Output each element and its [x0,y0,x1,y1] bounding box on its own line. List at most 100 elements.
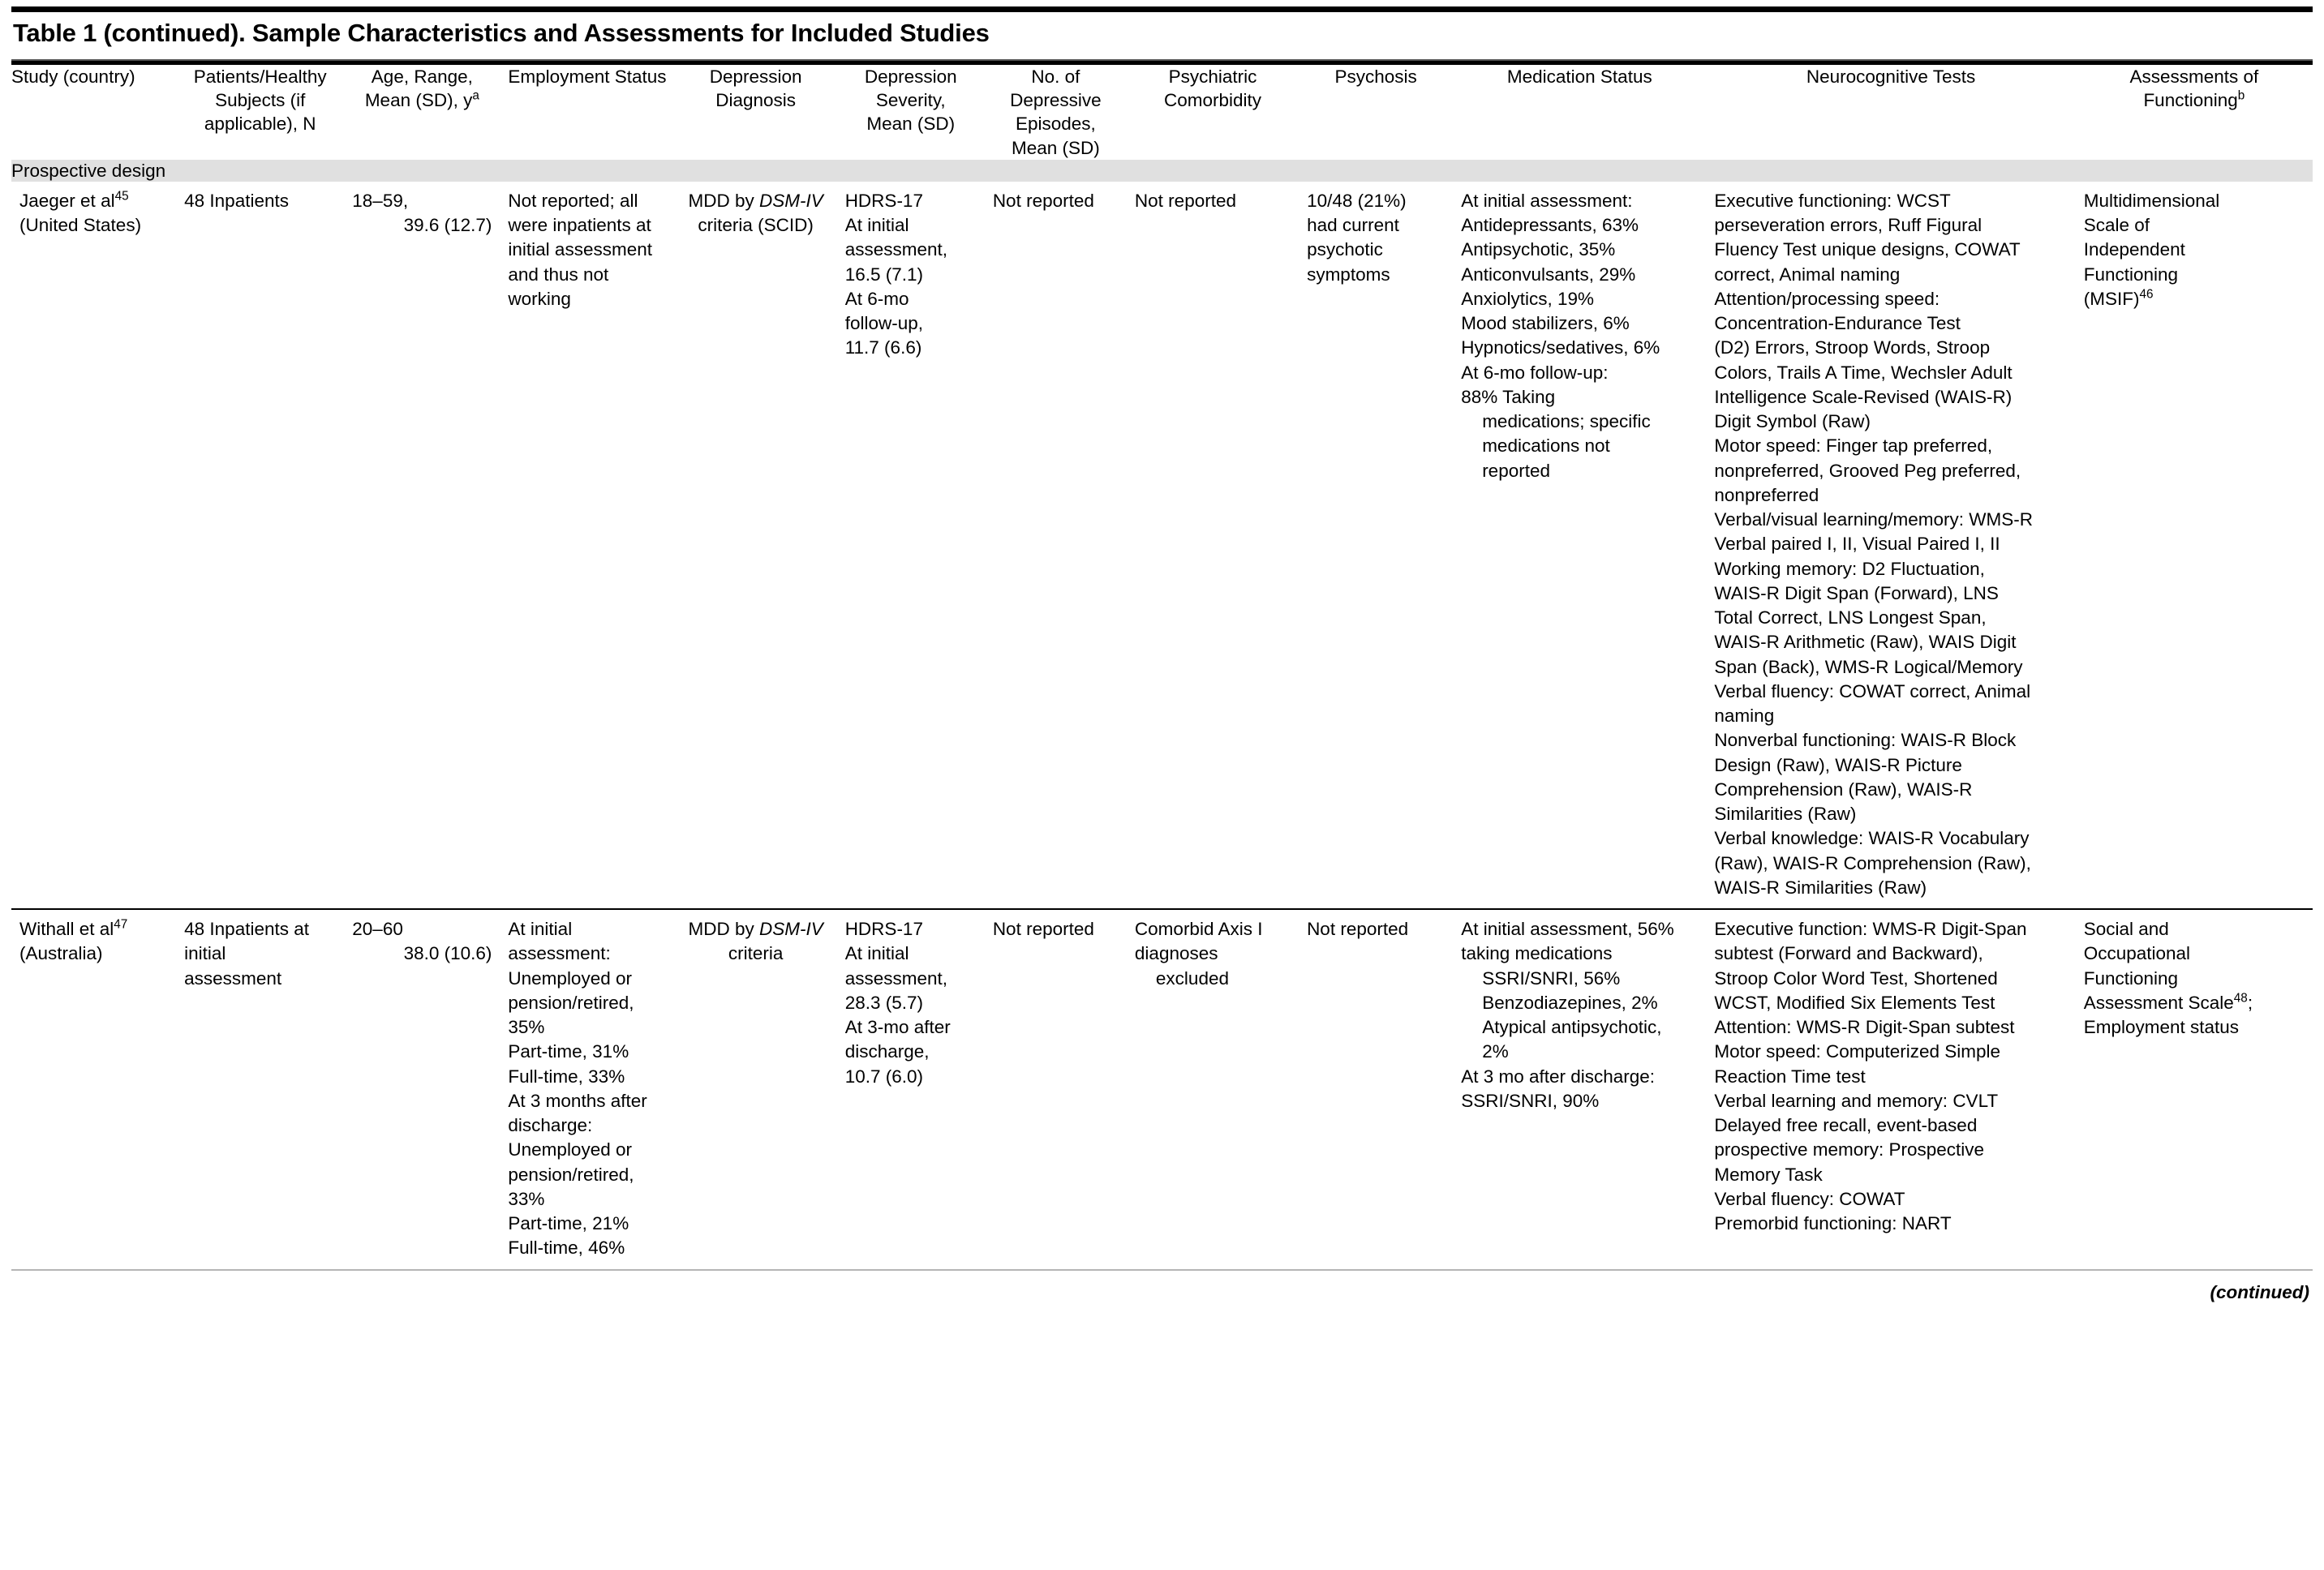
column-header-line: Depression [709,66,802,87]
cell-line: 88% Taking [1461,386,1556,407]
cell-line: Not reported [1307,919,1409,939]
cell-line: MDD by DSM-IV [688,919,823,939]
cell-line: were inpatients at [508,215,651,235]
cell-line: Not reported; all [508,190,638,211]
cell-line: 10.7 (6.0) [844,1066,923,1087]
cell-line: Independent [2083,239,2185,260]
cell-subjects: 48 Inpatients at initial assessment [176,909,344,1269]
column-header-line: Medication Status [1506,66,1652,87]
cell-line: 48 Inpatients at initial [184,919,310,964]
cell-content: Social and Occupational Functioning Assessm… [2084,917,2305,1040]
cell-line: Full-time, 46% [508,1238,625,1259]
column-header-line: Mean (SD) [866,114,956,135]
cell-content: Jaeger et al45 (United States) [19,189,168,238]
cell-line: Total Correct, LNS Longest Span, [1714,607,1987,628]
cell-line: Premorbid functioning: NART [1714,1213,1952,1233]
cell-line: Assessment Scale48; [2083,991,2253,1013]
cell-line: (Raw), WAIS-R Comprehension (Raw), [1714,852,2031,873]
cell-line: Delayed free recall, event-based [1714,1115,1978,1135]
cell-line: diagnoses excluded [1134,943,1229,989]
column-header-line: Mean (SD), ya [364,88,479,110]
cell-age: 18–59, 39.6 (12.7) [344,182,500,909]
cell-line: HDRS-17 [844,190,923,211]
cell-line: At 6-mo [844,288,909,309]
column-header-line: Psychiatric [1168,66,1257,87]
cell-line: assessment, [844,239,947,260]
cell-line: assessment [184,967,282,989]
cell-line: Scale of [2083,215,2150,235]
cell-line: At 3 mo after discharge: [1461,1066,1656,1087]
cell-line: criteria (SCID) [698,215,814,235]
reference-superscript: 48 [2233,991,2248,1006]
column-header-line: No. of [1031,66,1080,87]
cell-line: Anxiolytics, 19% [1461,288,1595,309]
cell-content: Executive function: WMS-R Digit-Span subt… [1714,917,2067,1236]
cell-line: Part-time, 31% [508,1041,629,1062]
cell-line: medications; specific [1482,411,1651,431]
cell-line: (MSIF)46 [2083,287,2154,309]
cell-functioning: Social and Occupational Functioning Assessm… [2076,909,2313,1269]
cell-line: At initial [844,943,909,964]
cell-line: pension/retired, [508,992,634,1013]
column-header-functioning: Assessments of Functioningb [2076,65,2313,160]
cell-functioning: Multidimensional Scale of Independent Funct… [2076,182,2313,909]
cell-line: Antidepressants, 63% [1461,215,1639,235]
cell-line: prospective memory: Prospective [1714,1139,1985,1160]
cell-line: working [508,288,571,309]
column-header-episodes: No. of Depressive Episodes, Mean (SD) [985,65,1127,160]
cell-line: Motor speed: Computerized Simple [1714,1041,2001,1062]
cell-line: Executive functioning: WCST [1714,190,1951,211]
column-header-line: Study (country) [11,66,135,87]
cell-comorbidity: Comorbid Axis I diagnoses excluded [1127,909,1299,1269]
cell-line: (Australia) [19,943,103,964]
cell-line: WCST, Modified Six Elements Test [1714,992,1995,1013]
cell-study: Jaeger et al45 (United States) [11,182,176,909]
cell-line: Part-time, 21% [508,1213,629,1233]
cell-content: MDD by DSM-IV criteria (SCID) [683,189,829,238]
cell-content: Not reported; all were inpatients at initi… [508,189,666,311]
column-header-line: Severity, [875,90,946,110]
cell-content: Multidimensional Scale of Independent Funct… [2084,189,2305,311]
cell-line: Attention: WMS-R Digit-Span subtest [1714,1017,2015,1037]
cell-line: (D2) Errors, Stroop Words, Stroop [1714,337,1991,358]
top-rule [11,6,2313,12]
cell-content: At initial assessment, 56% taking medicat… [1461,917,1698,1113]
cell-medication: At initial assessment, 56% taking medicat… [1453,909,1706,1269]
cell-line: naming [1714,706,1775,726]
column-header-line: Mean (SD) [1011,137,1100,158]
cell-line: Not reported [992,190,1094,211]
cell-diagnosis: MDD by DSM-IV criteria [675,909,837,1269]
section-band-row: Prospective design [11,159,2313,182]
cell-line: Unemployed or [508,1139,632,1160]
cell-psychosis: Not reported [1299,909,1453,1269]
cell-line: 35% [508,1017,545,1037]
cell-line: 33% [508,1188,545,1209]
cell-line: medications not [1482,435,1610,457]
cell-line: Verbal learning and memory: CVLT [1714,1090,1999,1111]
cell-line: MDD by DSM-IV [688,190,823,211]
column-header-line: Comorbidity [1163,90,1262,110]
header-row: Study (country) Patients/Healthy Subjects… [11,65,2313,160]
cell-line: Attention/processing speed: [1714,288,1940,309]
cell-line: Not reported [1134,190,1236,211]
table-title: Table 1 (continued). Sample Characterist… [13,19,990,47]
cell-line: Digit Symbol (Raw) [1714,411,1871,431]
cell-line: Antipsychotic, 35% [1461,239,1616,260]
cell-line: 48 Inpatients [184,190,289,211]
cell-line: Multidimensional [2083,190,2220,211]
cell-line: Stroop Color Word Test, Shortened [1714,967,1998,989]
cell-line: Social and [2083,919,2169,939]
cell-line: Anticonvulsants, 29% [1461,264,1636,285]
cell-line: Comprehension (Raw), WAIS-R [1714,779,1973,800]
cell-line: 11.7 (6.6) [844,337,922,358]
column-header-line: Episodes, [1015,114,1096,135]
column-header-psychosis: Psychosis [1299,65,1453,160]
cell-line: WAIS-R Arithmetic (Raw), WAIS Digit [1714,632,2017,653]
cell-line: Verbal fluency: COWAT correct, Animal [1714,680,2031,701]
cell-line: pension/retired, [508,1164,634,1185]
cell-line: Reaction Time test [1714,1066,1866,1087]
cell-subjects: 48 Inpatients [176,182,344,909]
cell-line: At 3 months after [508,1090,647,1111]
column-header-comorbidity: Psychiatric Comorbidity [1127,65,1299,160]
table-header: Study (country) Patients/Healthy Subjects… [11,65,2313,160]
